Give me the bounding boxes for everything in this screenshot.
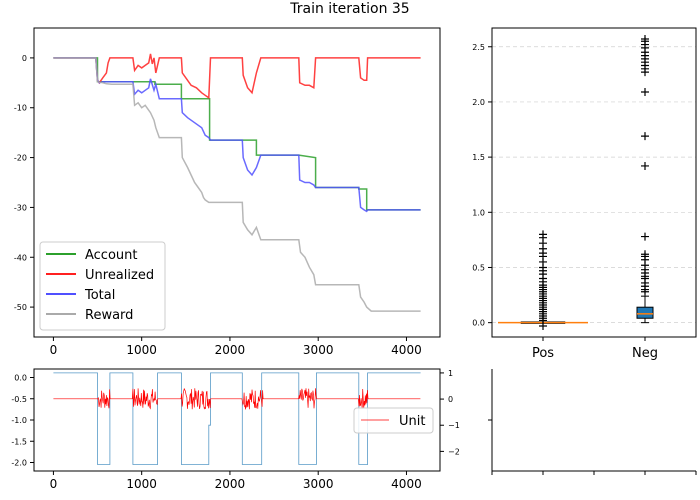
x-tick-label: 4000 [391, 343, 422, 357]
y-tick-label-left: -1.0 [11, 416, 27, 425]
y-tick-label: -50 [14, 303, 27, 312]
legend-label: Total [84, 288, 115, 303]
y-tick-label-left: -2.0 [11, 459, 27, 468]
unit-line [53, 387, 421, 410]
box-neg [636, 306, 654, 319]
y-tick-label: 0.0 [472, 319, 485, 328]
y-tick-label-left: 0.0 [14, 374, 27, 383]
legend-label: Reward [85, 308, 133, 323]
outlier-mark [641, 232, 649, 241]
y-tick-label: 2.0 [472, 98, 485, 107]
x-tick-label: 4000 [391, 477, 422, 491]
x-tick-label: 1000 [126, 477, 157, 491]
outlier-mark [641, 35, 649, 44]
y-tick-label: -30 [14, 203, 27, 212]
legend-box [39, 241, 166, 331]
y-tick-label-left: -0.5 [11, 395, 27, 404]
y-tick-label: -20 [14, 154, 27, 163]
x-tick-label: 2000 [215, 343, 246, 357]
main-line-chart: 0 1000 2000 3000 4000 0 -10 -20 -30 -40 -50 Account… [14, 27, 441, 357]
y-tick-label: -10 [14, 104, 27, 113]
outlier-mark [539, 230, 547, 239]
series-reward-line [53, 57, 421, 312]
x-tick-label-neg: Neg [632, 346, 658, 361]
legend-box [353, 407, 434, 434]
axes-frame [491, 27, 697, 338]
x-tick-label: 0 [50, 477, 58, 491]
unit-legend: Unit [353, 407, 434, 434]
box-plot: 0.0 0.5 1.0 1.5 2.0 2.5 Pos Neg [472, 27, 697, 361]
outlier-mark [641, 250, 649, 259]
series-unrealized-line [53, 53, 421, 100]
y-tick-label: -40 [14, 253, 27, 262]
legend-label: Unrealized [85, 268, 154, 283]
x-tick-label: 3000 [303, 343, 334, 357]
outlier-mark [641, 132, 649, 141]
legend-label-unit: Unit [399, 414, 425, 429]
outlier-mark [641, 88, 649, 97]
y-tick-label-right: 1 [448, 369, 453, 378]
y-tick-label-left: -1.5 [11, 437, 27, 446]
y-tick-label: 1.5 [472, 153, 485, 162]
series-total-line [53, 57, 421, 213]
legend-label: Account [85, 248, 138, 263]
axes-frame [33, 27, 441, 338]
y-tick-label: 1.0 [472, 208, 485, 217]
x-tick-label: 0 [50, 343, 58, 357]
legend: Account Unrealized Total Reward [39, 241, 166, 331]
x-tick-label: 3000 [303, 477, 334, 491]
y-tick-label-right: −1 [448, 421, 460, 430]
outlier-mark [641, 161, 649, 170]
figure-title: Train iteration 35 [290, 1, 410, 17]
y-tick-label: 2.5 [472, 43, 485, 52]
y-tick-label-right: 0 [448, 395, 453, 404]
y-tick-label: 0.5 [472, 263, 485, 272]
x-tick-label: 1000 [126, 343, 157, 357]
y-tick-label: 0 [22, 54, 27, 63]
y-tick-label-right: −2 [448, 447, 460, 456]
unit-chart: 0 1000 2000 3000 4000 0.0 -0.5 -1.0 -1.5 -2.0 1 0 −1… [11, 368, 460, 491]
empty-chart [488, 369, 697, 475]
x-tick-label-pos: Pos [532, 346, 554, 361]
x-tick-label: 2000 [215, 477, 246, 491]
